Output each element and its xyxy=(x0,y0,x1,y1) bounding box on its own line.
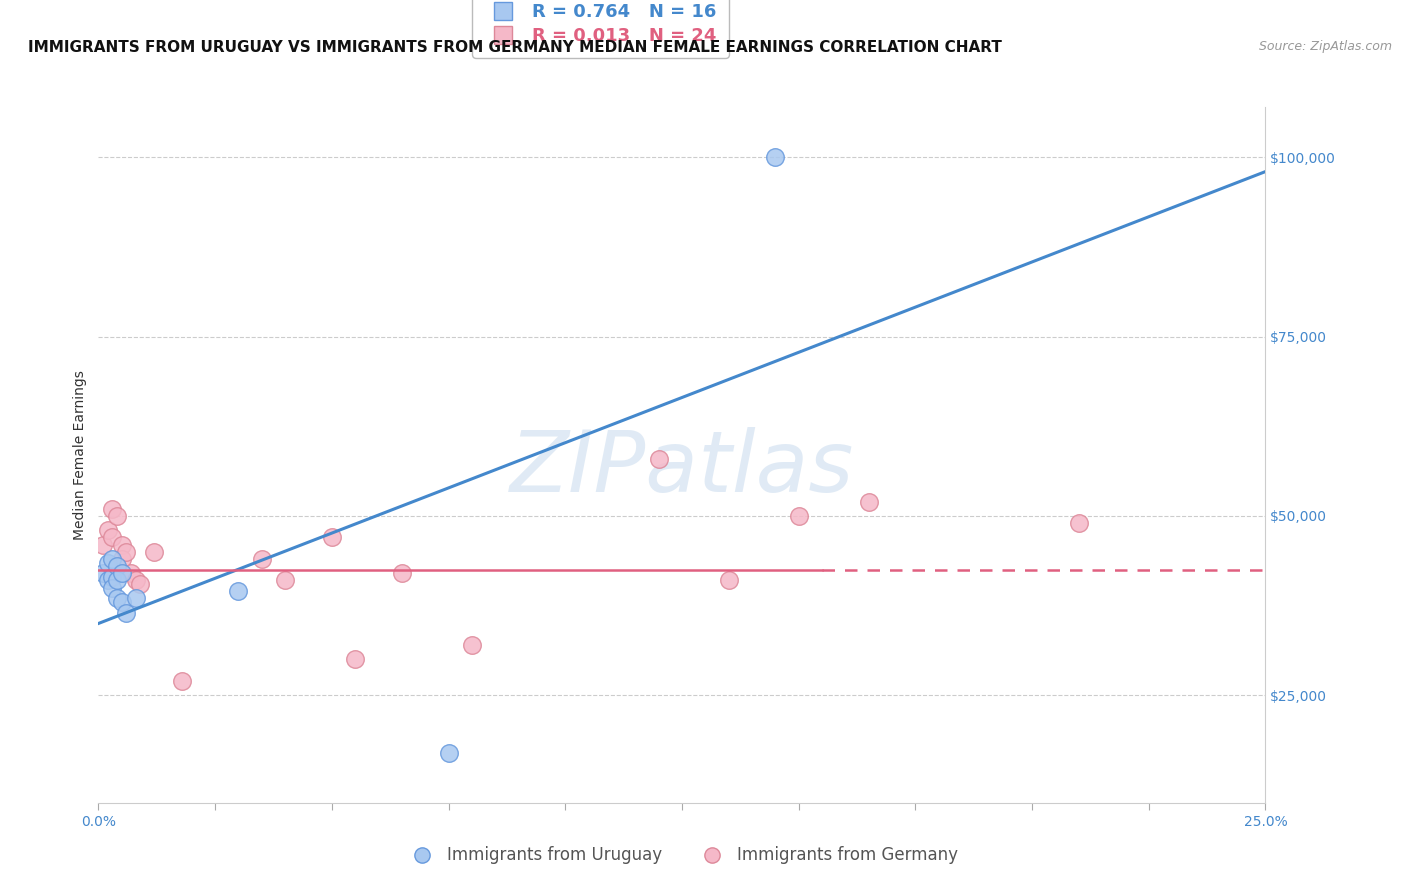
Point xyxy=(250,552,273,566)
Point xyxy=(111,595,134,609)
Point xyxy=(647,451,669,466)
Point xyxy=(101,552,124,566)
Point xyxy=(787,508,810,523)
Point xyxy=(321,530,343,544)
Point xyxy=(97,523,120,537)
Point xyxy=(125,574,148,588)
Point xyxy=(115,606,138,620)
Point xyxy=(120,566,142,581)
Point xyxy=(111,566,134,581)
Text: IMMIGRANTS FROM URUGUAY VS IMMIGRANTS FROM GERMANY MEDIAN FEMALE EARNINGS CORREL: IMMIGRANTS FROM URUGUAY VS IMMIGRANTS FR… xyxy=(28,40,1002,55)
Legend: Immigrants from Uruguay, Immigrants from Germany: Immigrants from Uruguay, Immigrants from… xyxy=(399,839,965,871)
Point xyxy=(391,566,413,581)
Point xyxy=(172,673,194,688)
Point xyxy=(101,581,124,595)
Point xyxy=(437,746,460,760)
Point xyxy=(344,652,367,666)
Text: Source: ZipAtlas.com: Source: ZipAtlas.com xyxy=(1258,40,1392,54)
Point xyxy=(101,530,124,544)
Point xyxy=(461,638,484,652)
Point xyxy=(105,574,128,588)
Point xyxy=(111,552,134,566)
Point xyxy=(101,570,124,584)
Point xyxy=(1067,516,1090,530)
Point xyxy=(763,150,786,164)
Point xyxy=(717,574,740,588)
Point xyxy=(143,545,166,559)
Point xyxy=(91,538,114,552)
Point xyxy=(105,508,128,523)
Point xyxy=(125,591,148,606)
Point xyxy=(228,584,250,599)
Point xyxy=(97,574,120,588)
Text: ZIPatlas: ZIPatlas xyxy=(510,427,853,510)
Point xyxy=(97,556,120,570)
Point xyxy=(91,566,114,581)
Point xyxy=(274,574,297,588)
Point xyxy=(101,501,124,516)
Y-axis label: Median Female Earnings: Median Female Earnings xyxy=(73,370,87,540)
Point xyxy=(105,591,128,606)
Point xyxy=(105,559,128,574)
Point xyxy=(115,545,138,559)
Point xyxy=(129,577,152,591)
Point xyxy=(111,538,134,552)
Point xyxy=(858,494,880,508)
